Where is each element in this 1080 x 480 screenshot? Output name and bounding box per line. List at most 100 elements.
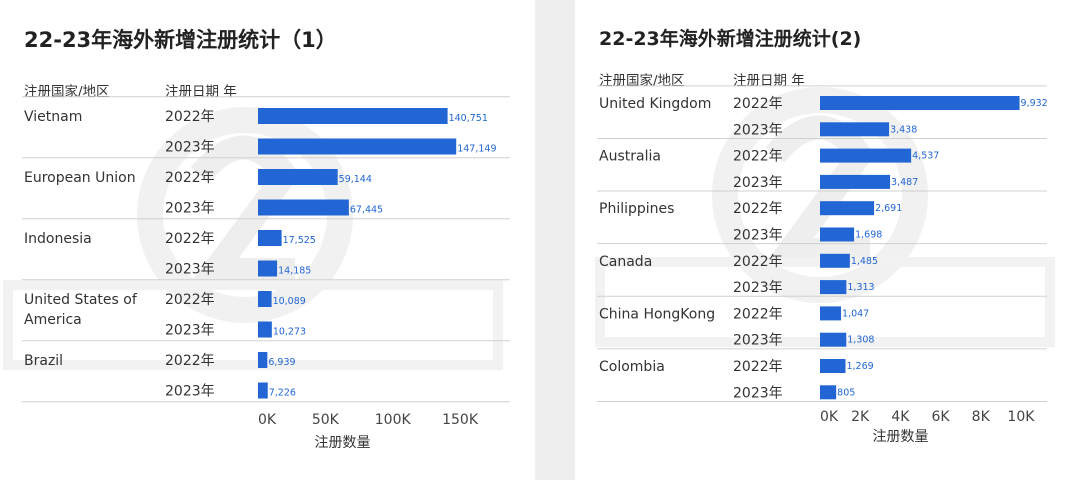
header-country: 注册国家/地区 — [24, 83, 110, 100]
year-label: 2022年 — [733, 96, 783, 112]
year-label: 2022年 — [733, 254, 783, 270]
bar-value-label: 3,438 — [890, 124, 917, 135]
year-label: 2023年 — [733, 175, 783, 191]
year-label: 2023年 — [733, 280, 783, 296]
year-label: 2023年 — [733, 333, 783, 349]
x-axis-label: 注册数量 — [873, 429, 929, 445]
bar — [820, 280, 847, 295]
year-label: 2022年 — [165, 109, 215, 125]
chart-svg: 注册国家/地区 注册日期 年 United Kingdom 2022年 9,932 202… — [595, 72, 1055, 445]
bar — [258, 169, 338, 185]
year-label: 2023年 — [165, 323, 215, 339]
bar-value-label: 147,149 — [457, 144, 496, 155]
x-tick-label: 6K — [931, 409, 950, 425]
bar-value-label: 6,939 — [268, 357, 295, 368]
year-label: 2022年 — [733, 201, 783, 217]
x-tick-label: 100K — [375, 412, 412, 428]
x-tick-label: 10K — [1007, 409, 1035, 425]
header-date: 注册日期 年 — [733, 73, 805, 89]
bar — [820, 96, 1020, 110]
bar-value-label: 1,047 — [842, 308, 869, 319]
bar — [258, 321, 272, 338]
x-tick-label: 2K — [851, 409, 870, 425]
bar — [258, 199, 349, 216]
bar — [258, 230, 282, 246]
bar-value-label: 7,226 — [269, 388, 296, 399]
bar — [258, 291, 272, 307]
country-label: Indonesia — [24, 231, 92, 247]
bar — [258, 382, 268, 399]
bar-value-label: 1,698 — [855, 230, 882, 241]
year-label: 2022年 — [165, 292, 215, 308]
bar-value-label: 9,932 — [1021, 98, 1048, 109]
bar — [820, 385, 837, 400]
country-label: European Union — [24, 170, 136, 186]
bar — [258, 108, 448, 124]
chart-panel-2: 22-23年海外新增注册统计(2) 注册国家/地区 注册日期 年 United Ki… — [575, 0, 1080, 480]
x-axis-label: 注册数量 — [315, 435, 371, 451]
x-tick-label: 4K — [891, 409, 910, 425]
x-tick-label: 0K — [258, 412, 277, 428]
year-label: 2022年 — [165, 231, 215, 247]
country-label: America — [24, 312, 82, 328]
header-date: 注册日期 年 — [165, 84, 237, 100]
year-label: 2023年 — [165, 384, 215, 400]
bar-value-label: 1,485 — [851, 256, 878, 267]
bar-value-label: 10,273 — [273, 327, 306, 338]
year-label: 2022年 — [733, 149, 783, 165]
chart-title: 22-23年海外新增注册统计(2) — [599, 28, 862, 50]
country-label: United States of — [24, 292, 138, 308]
header-country: 注册国家/地区 — [599, 72, 685, 89]
bar-value-label: 1,308 — [847, 335, 874, 346]
chart-svg: 注册国家/地区 注册日期 年 Vietnam 2022年 140,751 2023年 147… — [3, 83, 510, 451]
bar — [820, 332, 847, 347]
bar-value-label: 10,089 — [273, 296, 306, 307]
bar — [820, 148, 912, 163]
chart-panel-1: 22-23年海外新增注册统计（1） 注册国家/地区 注册日期 年 Vietnam 20… — [0, 0, 535, 480]
bar-value-label: 1,269 — [846, 361, 873, 372]
year-label: 2022年 — [733, 359, 783, 375]
bar-value-label: 1,313 — [847, 282, 874, 293]
bar-value-label: 140,751 — [449, 113, 488, 124]
year-label: 2022年 — [733, 306, 783, 322]
year-label: 2022年 — [165, 170, 215, 186]
country-label: Philippines — [599, 201, 674, 217]
bar — [820, 201, 875, 216]
year-label: 2023年 — [165, 201, 215, 217]
bar — [820, 174, 891, 189]
year-label: 2022年 — [165, 353, 215, 369]
x-tick-label: 50K — [312, 412, 340, 428]
bar — [258, 138, 457, 155]
bar — [258, 352, 268, 368]
year-label: 2023年 — [733, 228, 783, 244]
bar-value-label: 59,144 — [339, 174, 372, 185]
bar — [820, 227, 855, 242]
country-label: Australia — [599, 149, 661, 165]
country-label: Brazil — [24, 353, 63, 369]
country-label: Colombia — [599, 359, 665, 375]
bar — [820, 359, 846, 373]
bar — [820, 253, 850, 268]
bar-value-label: 14,185 — [278, 266, 311, 277]
year-label: 2023年 — [733, 385, 783, 401]
bar — [820, 122, 890, 137]
x-tick-label: 150K — [442, 412, 479, 428]
country-label: Vietnam — [24, 109, 82, 125]
bar — [258, 260, 278, 277]
bar-value-label: 17,525 — [283, 235, 316, 246]
bar — [820, 306, 842, 321]
year-label: 2023年 — [165, 140, 215, 156]
country-label: Canada — [599, 254, 652, 270]
bar-value-label: 67,445 — [350, 205, 383, 216]
bar-value-label: 3,487 — [891, 177, 918, 188]
chart-title: 22-23年海外新增注册统计（1） — [24, 28, 337, 52]
year-label: 2023年 — [165, 262, 215, 278]
x-tick-label: 8K — [972, 409, 991, 425]
bar-value-label: 4,537 — [912, 151, 939, 162]
country-label: United Kingdom — [599, 96, 711, 112]
country-label: China HongKong — [599, 306, 715, 322]
year-label: 2023年 — [733, 122, 783, 138]
bar-value-label: 2,691 — [875, 203, 902, 214]
x-tick-label: 0K — [820, 409, 839, 425]
bar-value-label: 805 — [837, 387, 855, 398]
